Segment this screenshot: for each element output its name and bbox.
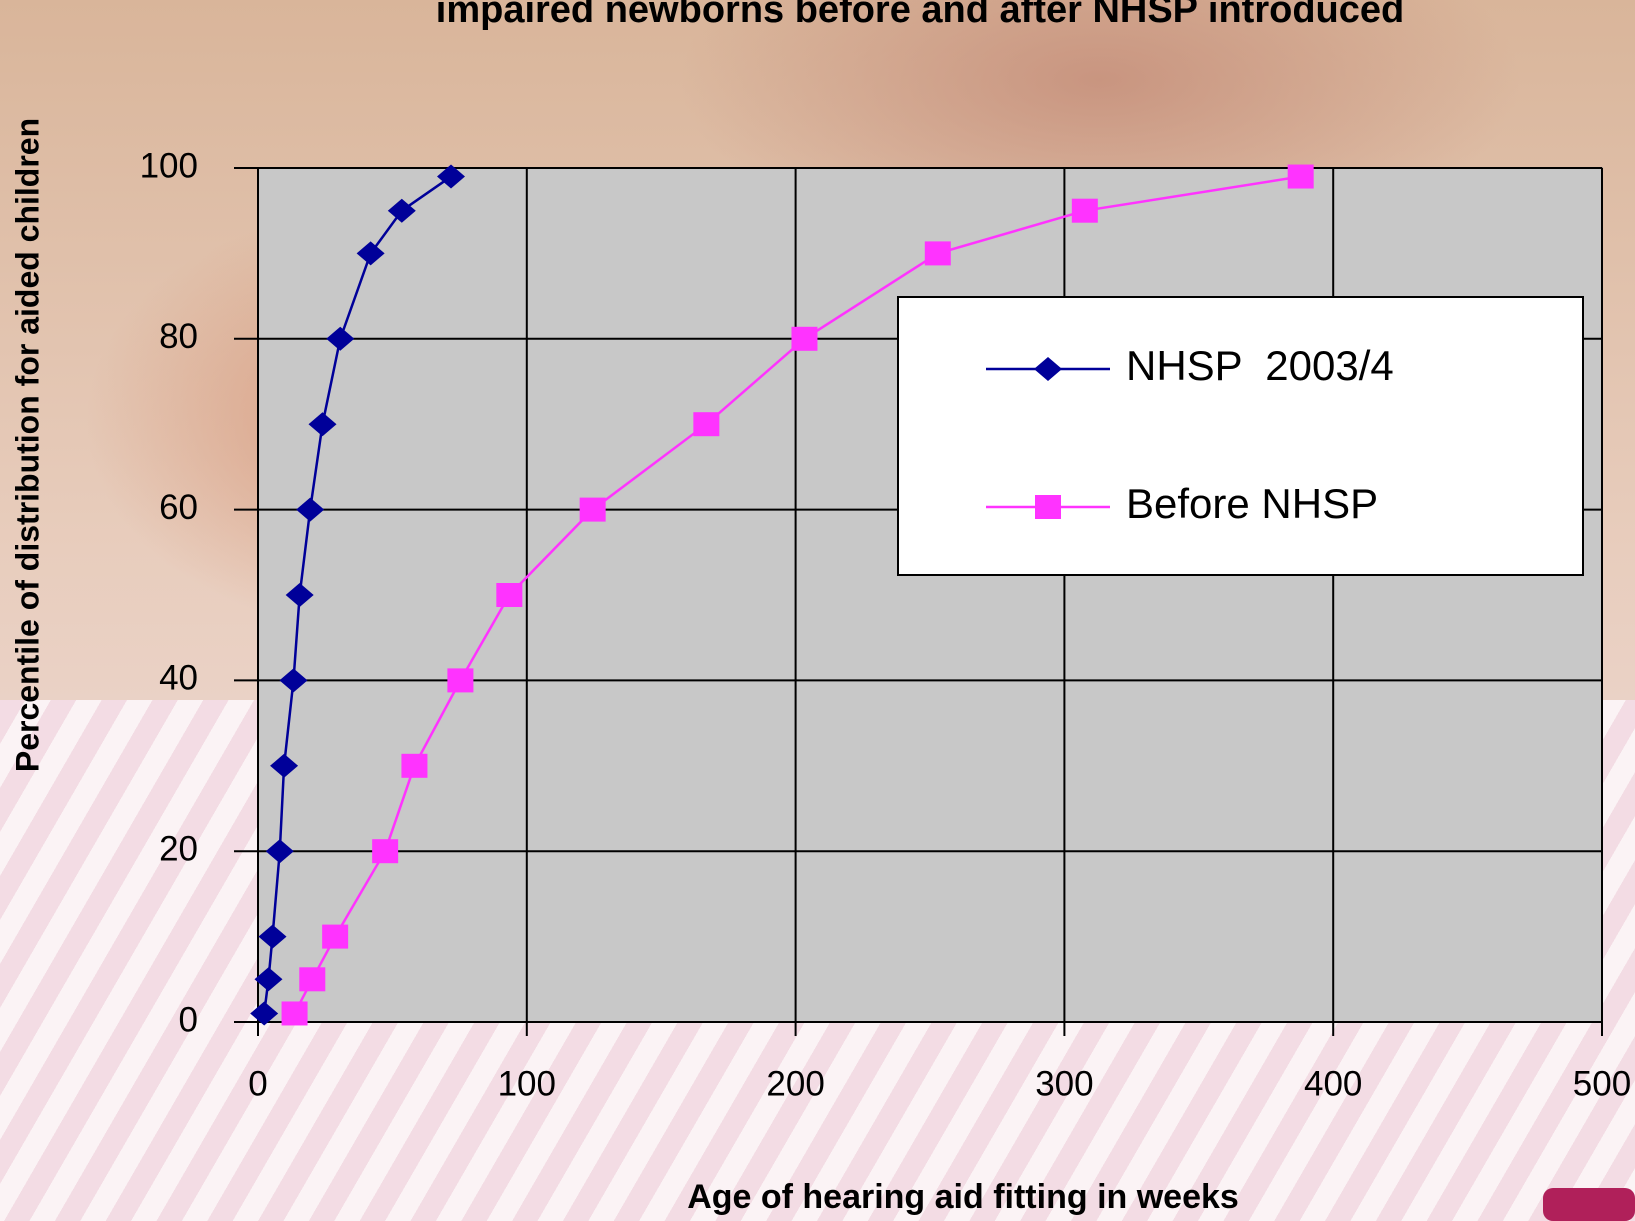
x-tick-label: 200	[766, 1064, 824, 1103]
chart: impaired newborns before and after NHSP …	[0, 0, 1635, 1221]
x-tick-label: 0	[248, 1064, 267, 1103]
x-axis-label: Age of hearing aid fitting in weeks	[687, 1178, 1239, 1216]
y-tick-label: 100	[140, 146, 198, 185]
marker	[693, 412, 719, 436]
marker	[580, 498, 606, 522]
marker	[372, 839, 398, 863]
marker	[447, 668, 473, 692]
y-tick-label: 0	[179, 1000, 198, 1039]
x-tick-label: 300	[1035, 1064, 1093, 1103]
legend-label: Before NHSP	[1126, 480, 1378, 527]
marker	[791, 327, 817, 351]
marker	[1072, 199, 1098, 223]
x-tick-label: 100	[498, 1064, 556, 1103]
x-tick-label: 400	[1304, 1064, 1362, 1103]
y-tick-label: 20	[159, 829, 198, 868]
marker	[496, 583, 522, 607]
legend-label: NHSP 2003/4	[1126, 342, 1394, 389]
y-tick-label: 60	[159, 488, 198, 527]
marker	[401, 754, 427, 778]
chart-title: impaired newborns before and after NHSP …	[436, 0, 1404, 31]
x-tick-label: 500	[1573, 1064, 1631, 1103]
marker	[282, 1001, 308, 1025]
y-axis-label: Percentile of distribution for aided chi…	[9, 118, 45, 772]
legend: NHSP 2003/4 Before NHSP	[898, 297, 1583, 575]
y-tick-label: 80	[159, 317, 198, 356]
marker	[1288, 165, 1314, 189]
marker	[299, 967, 325, 991]
marker	[1035, 495, 1061, 519]
marker	[322, 925, 348, 949]
marker	[925, 241, 951, 265]
y-tick-label: 40	[159, 659, 198, 698]
nav-button[interactable]	[1543, 1188, 1635, 1221]
page: impaired newborns before and after NHSP …	[0, 0, 1635, 1221]
legend-box	[898, 297, 1583, 575]
